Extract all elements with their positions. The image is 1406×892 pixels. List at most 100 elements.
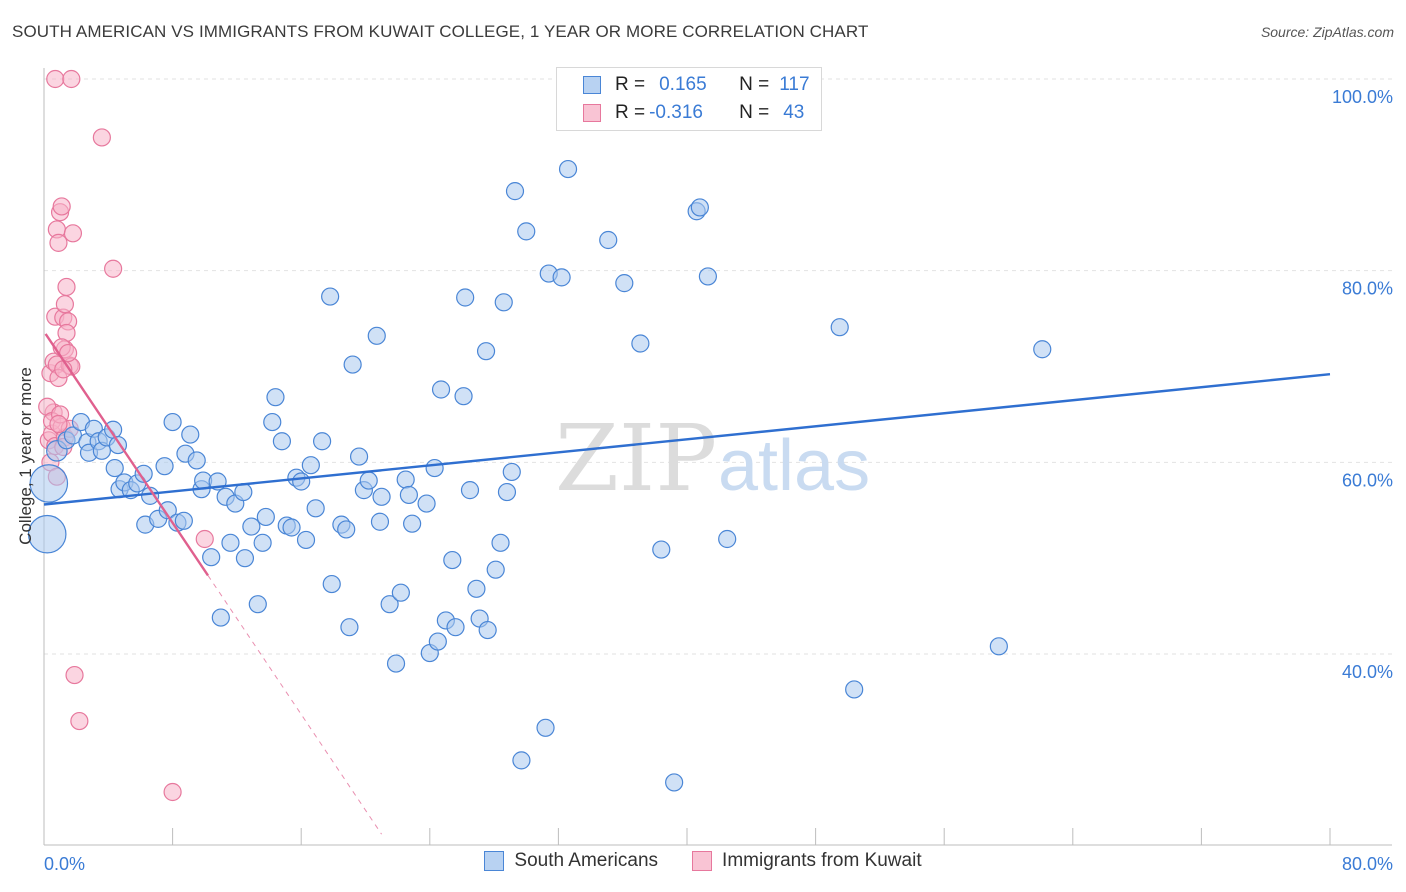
kuwait-trend-line	[44, 333, 209, 577]
legend-n-label: N =	[739, 74, 770, 95]
south-american-point	[428, 632, 447, 651]
south-american-point	[718, 529, 737, 549]
correlation-legend: R = 0.165 N = 117 R = -0.316 N = 43	[556, 67, 822, 131]
south-american-point	[292, 472, 311, 491]
south-americans-trend-line	[43, 372, 1331, 506]
south-american-point	[502, 462, 521, 482]
south-american-point	[163, 412, 182, 432]
legend-n-label: N =	[739, 102, 770, 123]
south-american-point	[517, 222, 536, 241]
south-american-point	[476, 342, 496, 361]
south-americans-points	[27, 159, 1052, 792]
legend-swatch-pink	[583, 104, 601, 122]
south-american-point	[359, 471, 378, 490]
kuwait-point	[57, 277, 76, 297]
kuwait-point	[52, 197, 71, 216]
kuwait-point	[62, 69, 81, 89]
south-american-point	[1033, 340, 1052, 359]
south-american-point	[322, 574, 341, 594]
south-american-point	[443, 550, 462, 570]
legend-swatch-blue	[583, 76, 601, 94]
south-american-point	[211, 608, 230, 627]
series-name: Immigrants from Kuwait	[722, 850, 922, 871]
south-american-point	[29, 464, 69, 503]
legend-r-value: -0.316	[649, 102, 703, 123]
legend-row-immigrants-from-kuwait: R = -0.316 N = 43	[583, 100, 804, 126]
south-american-point	[370, 512, 390, 531]
y-tick-label: 100.0%	[1332, 87, 1393, 107]
south-american-point	[235, 549, 255, 568]
kuwait-point	[46, 69, 65, 89]
south-american-point	[631, 334, 650, 353]
south-american-point	[456, 288, 475, 307]
south-american-point	[391, 583, 410, 602]
south-american-point	[312, 432, 332, 451]
south-american-point	[158, 501, 177, 520]
south-american-point	[340, 618, 359, 637]
kuwait-point	[49, 233, 68, 252]
kuwait-point	[70, 711, 89, 731]
south-american-point	[431, 380, 451, 399]
south-american-point	[665, 773, 684, 792]
south-american-point	[417, 494, 436, 513]
trend-lines	[43, 333, 1331, 835]
south-american-point	[174, 511, 193, 530]
south-american-point	[105, 458, 124, 478]
watermark-atlas: atlas	[718, 426, 870, 506]
south-american-point	[478, 620, 497, 640]
south-american-point	[552, 268, 571, 287]
gridlines	[44, 78, 1392, 655]
south-american-point	[454, 387, 473, 406]
tick-labels: 100.0% 80.0% 60.0% 40.0% 0.0% 80.0%	[44, 87, 1393, 874]
south-american-point	[615, 274, 634, 293]
series-legend-immigrants-from-kuwait[interactable]: Immigrants from Kuwait	[692, 850, 922, 872]
south-american-point	[263, 412, 282, 432]
south-american-point	[989, 637, 1008, 656]
south-american-point	[652, 540, 671, 559]
south-american-point	[372, 487, 391, 506]
kuwait-point	[104, 259, 123, 278]
south-american-point	[248, 595, 267, 614]
south-american-point	[460, 481, 480, 500]
south-american-point	[282, 518, 301, 537]
kuwait-point	[63, 224, 83, 243]
south-american-point	[486, 560, 505, 579]
kuwait-point	[55, 295, 74, 314]
south-american-point	[242, 517, 261, 536]
south-american-point	[491, 533, 510, 552]
south-american-point	[367, 326, 386, 345]
series-legend-south-americans[interactable]: South Americans	[484, 850, 658, 872]
south-american-point	[690, 198, 709, 217]
kuwait-point	[65, 665, 84, 685]
x-tick-label: 0.0%	[44, 854, 85, 874]
south-american-point	[221, 533, 240, 552]
south-american-point	[27, 514, 67, 554]
legend-r-label: R =	[615, 74, 646, 95]
south-american-point	[446, 618, 465, 637]
y-axis-label: College, 1 year or more	[16, 367, 35, 545]
series-swatch-blue	[484, 851, 505, 871]
south-american-point	[181, 425, 200, 444]
south-american-point	[380, 595, 399, 614]
kuwait-point	[49, 414, 68, 434]
south-american-point	[266, 388, 285, 407]
y-tick-label: 60.0%	[1342, 470, 1393, 490]
kuwait-trend-extension	[207, 575, 382, 835]
legend-n-value: 117	[779, 74, 810, 95]
south-american-point	[399, 485, 419, 505]
south-american-point	[845, 680, 864, 699]
south-american-point	[494, 293, 513, 312]
series-name: South Americans	[514, 850, 659, 871]
south-american-point	[396, 470, 415, 489]
south-american-point	[698, 267, 717, 286]
south-american-point	[343, 355, 362, 374]
south-american-point	[830, 318, 849, 337]
south-american-point	[403, 514, 422, 533]
watermark-zip: ZIP	[555, 405, 717, 512]
kuwait-point	[195, 529, 214, 549]
series-legend: South Americans Immigrants from Kuwait	[0, 850, 1406, 872]
series-swatch-pink	[692, 851, 713, 871]
legend-r-value: 0.165	[659, 74, 707, 95]
y-tick-label: 80.0%	[1342, 279, 1393, 299]
